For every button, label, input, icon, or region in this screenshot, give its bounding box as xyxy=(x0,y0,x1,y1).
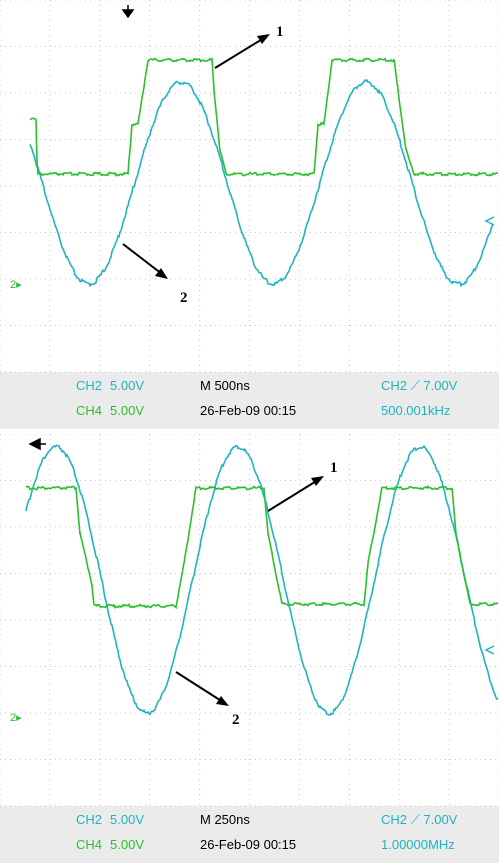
timebase-readout: M 250ns xyxy=(200,812,250,827)
trace-label-2: 2 xyxy=(232,712,240,728)
trace-label-2: 2 xyxy=(180,290,188,306)
frequency-readout: 500.001kHz xyxy=(381,403,451,418)
trace-label-1: 1 xyxy=(330,460,338,476)
datetime-readout: 26-Feb-09 00:15 xyxy=(200,837,297,852)
readout-background xyxy=(0,806,499,863)
datetime-readout: 26-Feb-09 00:15 xyxy=(200,403,297,418)
channel-ground-marker: 2▸ xyxy=(10,712,22,724)
readout-background xyxy=(0,372,499,429)
trigger-position-icon xyxy=(121,5,135,19)
trigger-level-icon xyxy=(484,216,495,226)
waveform-traces xyxy=(29,57,499,288)
arrowhead-icon xyxy=(257,34,270,44)
graticule-grid xyxy=(0,0,499,373)
trigger-readout: CH2 ⟋ 7.00V xyxy=(381,812,458,827)
arrowhead-icon xyxy=(311,476,324,486)
trace-label-1: 1 xyxy=(276,24,284,40)
frequency-readout: 1.00000MHz xyxy=(381,837,455,852)
oscilloscope-panel-2: 2▸ 1 2 CH2 5.00V CH4 5.00V M 250ns 26-Feb-… xyxy=(0,434,499,863)
ch2-waveform xyxy=(29,78,494,288)
channel-ground-marker: 2▸ xyxy=(10,279,22,291)
timebase-readout: M 500ns xyxy=(200,378,250,393)
ch4-scale-readout: CH4 5.00V xyxy=(76,403,144,418)
ch4-waveform xyxy=(25,485,499,610)
ch2-scale-readout: CH2 5.00V xyxy=(76,378,144,393)
oscilloscope-panel-1: 2▸ 1 2 CH2 5.00V CH4 5.00V M 500ns 26-Feb-… xyxy=(0,0,499,429)
waveform-traces xyxy=(25,444,499,716)
graticule-grid xyxy=(0,434,499,807)
trigger-level-icon xyxy=(484,645,495,655)
annotation-arrow-2 xyxy=(175,671,224,703)
arrowhead-icon xyxy=(216,696,229,706)
trigger-readout: CH2 ⟋ 7.00V xyxy=(381,378,458,393)
rising-edge-icon: ⟋ xyxy=(410,812,420,827)
annotation-arrow-1 xyxy=(214,37,265,69)
ch4-waveform xyxy=(29,57,499,177)
scope-display-1: 2▸ 1 2 xyxy=(0,0,499,429)
ch2-scale-readout: CH2 5.00V xyxy=(76,812,144,827)
annotation-arrow-1 xyxy=(267,479,319,512)
scope-display-2: 2▸ 1 2 xyxy=(0,434,499,863)
rising-edge-icon: ⟋ xyxy=(410,378,420,393)
annotation-arrow-2 xyxy=(122,243,163,275)
trigger-position-icon xyxy=(28,437,46,451)
ch4-scale-readout: CH4 5.00V xyxy=(76,837,144,852)
arrowhead-icon xyxy=(155,268,168,279)
